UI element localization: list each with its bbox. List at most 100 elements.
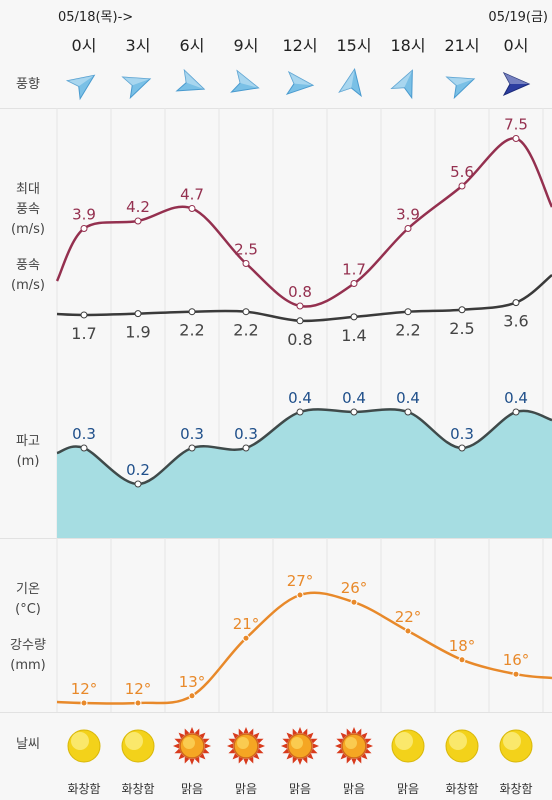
hour-label: 9시 — [233, 36, 259, 55]
wave-point — [80, 444, 88, 452]
sun-bright-icon — [227, 727, 265, 765]
wind-point — [80, 311, 88, 319]
wind-label-line2: (m/s) — [11, 278, 45, 293]
weather-condition-label: 맑음 — [288, 782, 312, 796]
divider — [0, 712, 552, 713]
weather-condition-label: 맑음 — [180, 782, 204, 796]
wind-value: 2.2 — [179, 321, 204, 340]
wave-area — [57, 409, 552, 538]
wind-point — [188, 308, 196, 316]
hour-label: 18시 — [390, 36, 426, 55]
precipitation-label-line2: (mm) — [10, 658, 46, 673]
temperature-point — [512, 670, 520, 678]
temperature-point — [458, 656, 466, 664]
max-wind-label: 최대 풍속 (m/s) — [0, 180, 56, 240]
arrow-icon — [230, 69, 260, 93]
arrow-icon — [121, 76, 152, 100]
hour-label: 0시 — [503, 36, 529, 55]
max-wind-point — [188, 205, 196, 212]
sun-hazy-icon — [67, 729, 101, 763]
temperature-value: 16° — [503, 651, 530, 669]
arrow-icon — [445, 76, 476, 100]
wave-value: 0.4 — [504, 389, 528, 407]
wind-point — [458, 306, 466, 314]
max-wind-value: 1.7 — [342, 261, 366, 279]
temperature-value: 12° — [71, 680, 98, 698]
max-wind-value: 0.8 — [288, 283, 312, 301]
wave-point — [188, 444, 196, 452]
wave-value: 0.3 — [450, 425, 474, 443]
arrow-icon — [338, 68, 362, 98]
weather-condition-label: 맑음 — [396, 782, 420, 796]
temperature-point — [404, 627, 412, 635]
arrow-icon — [390, 69, 413, 100]
arrow-icon — [285, 71, 315, 96]
max-wind-point — [512, 135, 520, 142]
wind-point — [296, 317, 304, 325]
temperature-point — [80, 699, 88, 707]
wind-value: 0.8 — [287, 330, 312, 349]
wind-point — [134, 310, 142, 318]
max-wind-point — [458, 182, 466, 190]
wind-value: 1.9 — [125, 323, 150, 342]
temperature-label-line2: (°C) — [15, 602, 41, 617]
weather-condition-label: 맑음 — [234, 782, 258, 796]
wind-label-line1: 풍속 — [16, 258, 40, 273]
precipitation-label: 강수량 (mm) — [0, 636, 56, 676]
sun-hazy-icon — [445, 729, 479, 763]
arrow-icon — [502, 71, 531, 97]
temperature-point — [134, 699, 142, 707]
wave-point — [404, 408, 412, 416]
sun-hazy-icon — [391, 729, 425, 763]
weather-condition-label: 화창함 — [499, 782, 533, 796]
max-wind-line — [55, 137, 552, 308]
wave-point — [458, 444, 466, 452]
wave-label-line1: 파고 — [16, 434, 40, 449]
wave-value: 0.3 — [72, 425, 96, 443]
temperature-value: 22° — [395, 608, 422, 626]
max-wind-label-line2: 풍속 — [16, 202, 40, 217]
sun-bright-icon — [281, 727, 319, 765]
divider — [0, 538, 552, 539]
max-wind-point — [350, 280, 358, 287]
sun-bright-icon — [173, 727, 211, 765]
arrow-icon — [65, 74, 96, 101]
wave-label: 파고 (m) — [0, 432, 56, 472]
wave-value: 0.4 — [288, 389, 312, 407]
max-wind-value: 3.9 — [72, 206, 96, 224]
hour-label: 12시 — [282, 36, 318, 55]
temperature-value: 12° — [125, 680, 152, 698]
wave-point — [296, 408, 304, 416]
wind-label: 풍속 (m/s) — [0, 256, 56, 296]
weather-label: 날씨 — [16, 737, 40, 752]
temperature-value: 26° — [341, 579, 368, 597]
wave-value: 0.3 — [234, 425, 258, 443]
wind-value: 3.6 — [503, 312, 528, 331]
wind-direction-label: 풍향 — [16, 77, 40, 92]
wave-point — [512, 408, 520, 416]
wind-point — [404, 308, 412, 316]
max-wind-value: 4.2 — [126, 198, 150, 216]
sun-hazy-icon — [121, 729, 155, 763]
wave-point — [350, 408, 358, 416]
temperature-label: 기온 (°C) — [0, 580, 56, 620]
precipitation-label-line1: 강수량 — [10, 638, 46, 653]
max-wind-value: 7.5 — [504, 116, 528, 134]
max-wind-point — [134, 217, 142, 225]
weather-condition-label: 화창함 — [445, 782, 479, 796]
temperature-value: 18° — [449, 637, 476, 655]
temperature-value: 13° — [179, 673, 206, 691]
hour-label: 3시 — [125, 36, 151, 55]
arrow-icon — [175, 68, 206, 92]
wind-point — [512, 299, 520, 307]
sun-hazy-icon — [499, 729, 533, 763]
weather-condition-label: 화창함 — [67, 782, 101, 796]
max-wind-value: 2.5 — [234, 241, 258, 259]
wave-label-line2: (m) — [16, 454, 40, 469]
wind-value: 1.4 — [341, 326, 366, 345]
temperature-label-line1: 기온 — [16, 582, 40, 597]
wind-value: 2.2 — [395, 321, 420, 340]
wave-value: 0.4 — [396, 389, 420, 407]
max-wind-point — [296, 302, 304, 310]
